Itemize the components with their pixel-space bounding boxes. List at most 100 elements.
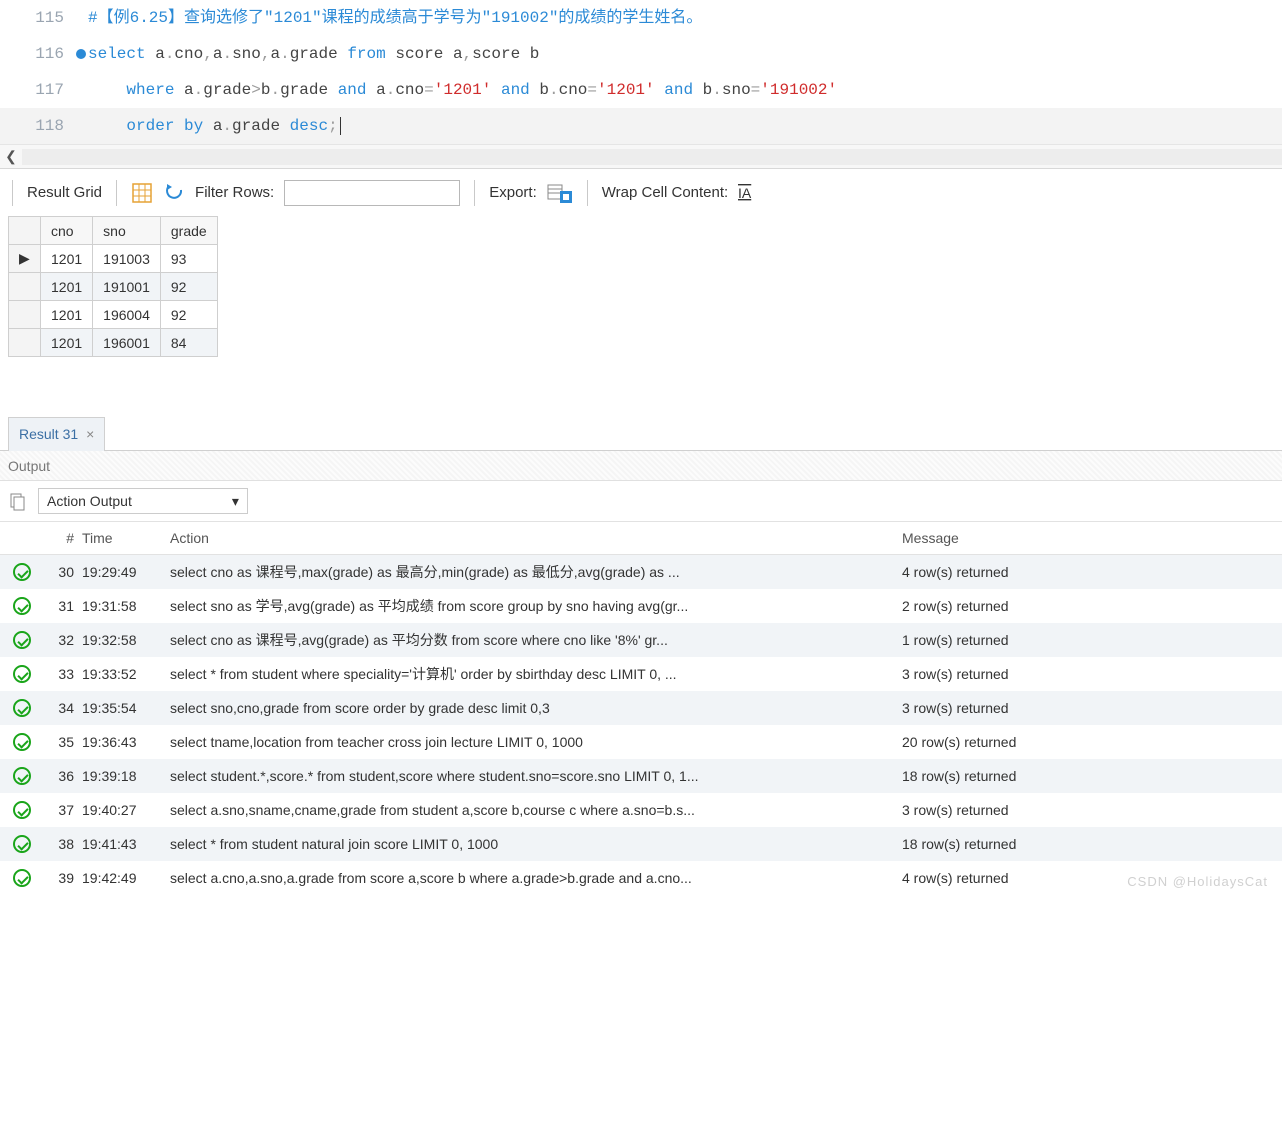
log-num: 34 bbox=[36, 700, 82, 716]
editor-line[interactable]: 117 where a.grade>b.grade and a.cno='120… bbox=[0, 72, 1282, 108]
output-panel-header: Output bbox=[0, 451, 1282, 481]
cell[interactable]: 93 bbox=[160, 245, 217, 273]
status-cell bbox=[8, 699, 36, 717]
log-row[interactable]: 3819:41:43select * from student natural … bbox=[0, 827, 1282, 861]
log-time: 19:40:27 bbox=[82, 802, 170, 818]
status-cell bbox=[8, 733, 36, 751]
row-selector[interactable] bbox=[9, 273, 41, 301]
code-content[interactable]: select a.cno,a.sno,a.grade from score a,… bbox=[88, 36, 539, 72]
tab-result[interactable]: Result 31 × bbox=[8, 417, 105, 451]
status-cell bbox=[8, 869, 36, 887]
column-header[interactable]: sno bbox=[93, 217, 161, 245]
log-row[interactable]: 3919:42:49select a.cno,a.sno,a.grade fro… bbox=[0, 861, 1282, 895]
output-title: Output bbox=[8, 458, 50, 474]
log-time: 19:33:52 bbox=[82, 666, 170, 682]
log-message: 1 row(s) returned bbox=[902, 632, 1282, 648]
wrap-cell-icon[interactable]: IA bbox=[738, 183, 760, 203]
col-action: Action bbox=[170, 530, 902, 546]
table-row[interactable]: ▶120119100393 bbox=[9, 245, 218, 273]
log-row[interactable]: 3519:36:43select tname,location from tea… bbox=[0, 725, 1282, 759]
breakpoint-icon[interactable] bbox=[76, 49, 86, 59]
editor-line[interactable]: 118 order by a.grade desc; bbox=[0, 108, 1282, 144]
log-row[interactable]: 3419:35:54select sno,cno,grade from scor… bbox=[0, 691, 1282, 725]
line-number: 117 bbox=[0, 72, 88, 108]
cell[interactable]: 191001 bbox=[93, 273, 161, 301]
col-msg: Message bbox=[902, 530, 1282, 546]
export-icon[interactable] bbox=[547, 182, 573, 204]
success-icon bbox=[13, 869, 31, 887]
log-num: 33 bbox=[36, 666, 82, 682]
column-header[interactable]: cno bbox=[41, 217, 93, 245]
table-row[interactable]: 120119600492 bbox=[9, 301, 218, 329]
success-icon bbox=[13, 733, 31, 751]
editor-line[interactable]: 116select a.cno,a.sno,a.grade from score… bbox=[0, 36, 1282, 72]
result-toolbar: Result Grid Filter Rows: Export: Wrap Ce… bbox=[0, 168, 1282, 216]
col-time: Time bbox=[82, 530, 170, 546]
cell[interactable]: 92 bbox=[160, 273, 217, 301]
code-content[interactable]: #【例6.25】查询选修了"1201"课程的成绩高于学号为"191002"的成绩… bbox=[88, 0, 702, 36]
editor-hscroll[interactable]: ❮ bbox=[0, 144, 1282, 168]
log-row[interactable]: 3119:31:58select sno as 学号,avg(grade) as… bbox=[0, 589, 1282, 623]
scroll-left-icon[interactable]: ❮ bbox=[0, 148, 22, 165]
cell[interactable]: 1201 bbox=[41, 301, 93, 329]
log-header: # Time Action Message bbox=[0, 521, 1282, 555]
log-time: 19:35:54 bbox=[82, 700, 170, 716]
cell[interactable]: 1201 bbox=[41, 245, 93, 273]
log-num: 38 bbox=[36, 836, 82, 852]
tab-label: Result 31 bbox=[19, 426, 78, 442]
table-row[interactable]: 120119600184 bbox=[9, 329, 218, 357]
log-action: select a.sno,sname,cname,grade from stud… bbox=[170, 802, 902, 818]
log-num: 35 bbox=[36, 734, 82, 750]
line-number: 118 bbox=[0, 108, 88, 144]
copy-icon[interactable] bbox=[8, 491, 28, 511]
refresh-icon[interactable] bbox=[163, 182, 185, 204]
log-action: select cno as 课程号,avg(grade) as 平均分数 fro… bbox=[170, 630, 902, 650]
action-output-select[interactable]: Action Output ▾ bbox=[38, 488, 248, 514]
cell[interactable]: 196004 bbox=[93, 301, 161, 329]
table-row[interactable]: 120119100192 bbox=[9, 273, 218, 301]
cell[interactable]: 1201 bbox=[41, 329, 93, 357]
status-cell bbox=[8, 631, 36, 649]
row-selector[interactable]: ▶ bbox=[9, 245, 41, 273]
log-message: 3 row(s) returned bbox=[902, 700, 1282, 716]
row-selector[interactable] bbox=[9, 301, 41, 329]
sql-editor[interactable]: 115#【例6.25】查询选修了"1201"课程的成绩高于学号为"191002"… bbox=[0, 0, 1282, 144]
log-row[interactable]: 3319:33:52select * from student where sp… bbox=[0, 657, 1282, 691]
cell[interactable]: 191003 bbox=[93, 245, 161, 273]
log-row[interactable]: 3019:29:49select cno as 课程号,max(grade) a… bbox=[0, 555, 1282, 589]
cell[interactable]: 196001 bbox=[93, 329, 161, 357]
log-row[interactable]: 3719:40:27select a.sno,sname,cname,grade… bbox=[0, 793, 1282, 827]
row-selector[interactable] bbox=[9, 329, 41, 357]
col-num: # bbox=[36, 530, 82, 546]
status-cell bbox=[8, 767, 36, 785]
chevron-down-icon: ▾ bbox=[232, 493, 239, 510]
separator bbox=[12, 180, 13, 206]
close-icon[interactable]: × bbox=[86, 426, 94, 442]
column-header[interactable]: grade bbox=[160, 217, 217, 245]
log-num: 39 bbox=[36, 870, 82, 886]
log-message: 3 row(s) returned bbox=[902, 666, 1282, 682]
log-num: 32 bbox=[36, 632, 82, 648]
result-grid-label: Result Grid bbox=[27, 184, 102, 201]
grid-icon[interactable] bbox=[131, 182, 153, 204]
cell[interactable]: 1201 bbox=[41, 273, 93, 301]
code-content[interactable]: order by a.grade desc; bbox=[88, 108, 341, 144]
filter-rows-input[interactable] bbox=[284, 180, 460, 206]
log-row[interactable]: 3619:39:18select student.*,score.* from … bbox=[0, 759, 1282, 793]
scroll-track[interactable] bbox=[22, 149, 1282, 165]
code-content[interactable]: where a.grade>b.grade and a.cno='1201' a… bbox=[88, 72, 837, 108]
log-message: 18 row(s) returned bbox=[902, 768, 1282, 784]
log-message: 20 row(s) returned bbox=[902, 734, 1282, 750]
cell[interactable]: 84 bbox=[160, 329, 217, 357]
log-action: select * from student where speciality='… bbox=[170, 664, 902, 684]
action-output-log[interactable]: 3019:29:49select cno as 课程号,max(grade) a… bbox=[0, 555, 1282, 895]
success-icon bbox=[13, 597, 31, 615]
log-action: select tname,location from teacher cross… bbox=[170, 734, 902, 750]
result-tabs: Result 31 × bbox=[0, 417, 1282, 451]
log-row[interactable]: 3219:32:58select cno as 课程号,avg(grade) a… bbox=[0, 623, 1282, 657]
log-message: 3 row(s) returned bbox=[902, 802, 1282, 818]
log-action: select student.*,score.* from student,sc… bbox=[170, 768, 902, 784]
editor-line[interactable]: 115#【例6.25】查询选修了"1201"课程的成绩高于学号为"191002"… bbox=[0, 0, 1282, 36]
result-grid-table[interactable]: cnosnograde▶1201191003931201191001921201… bbox=[8, 216, 218, 357]
cell[interactable]: 92 bbox=[160, 301, 217, 329]
